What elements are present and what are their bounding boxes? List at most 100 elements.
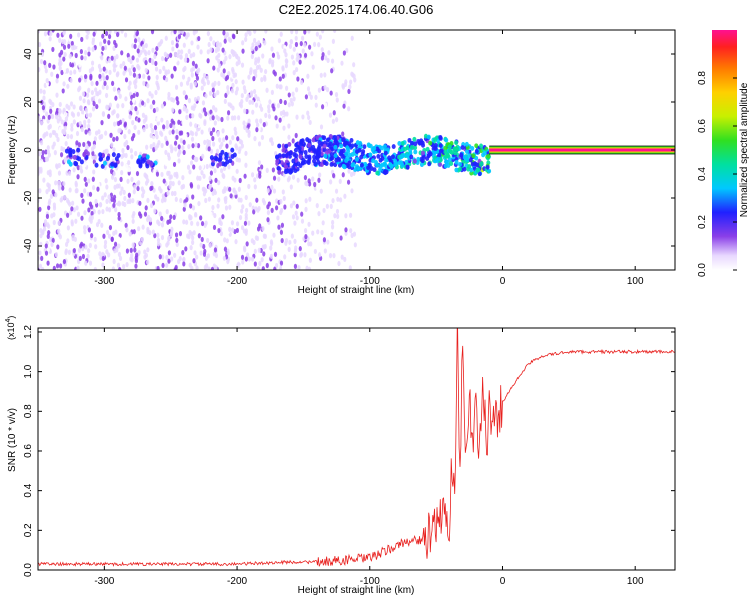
heatmap-cell	[404, 159, 409, 165]
heatmap-cell	[266, 209, 271, 216]
heatmap-cell	[104, 92, 109, 99]
heatmap-cell	[307, 266, 312, 270]
heatmap-cell	[78, 95, 83, 101]
heatmap-cell	[160, 142, 164, 149]
heatmap-cell	[94, 162, 99, 168]
heatmap-cell	[228, 186, 232, 192]
heatmap-cell	[407, 137, 412, 143]
heatmap-cell	[160, 234, 165, 241]
heatmap-cell	[75, 130, 80, 137]
heatmap-cell	[200, 85, 204, 91]
heatmap-cell	[213, 155, 218, 161]
heatmap-cell	[133, 184, 137, 190]
heatmap-cell	[214, 177, 218, 183]
heatmap-cell	[182, 139, 186, 145]
heatmap-cell	[298, 246, 302, 252]
heatmap-cell	[190, 40, 194, 46]
heatmap-cell	[184, 133, 188, 139]
heatmap-cell	[211, 105, 216, 111]
heatmap-cell	[180, 184, 184, 190]
snr-x-tick-label: -100	[360, 576, 380, 587]
heatmap-cell	[196, 95, 200, 102]
heatmap-cell	[101, 84, 105, 90]
heatmap-cell	[160, 222, 165, 228]
heatmap-cell	[69, 77, 73, 83]
heatmap-cell	[330, 68, 334, 74]
heatmap-cell	[284, 153, 289, 158]
heatmap-cell	[70, 126, 74, 132]
heatmap-cell	[352, 62, 356, 68]
heatmap-cell	[175, 241, 179, 247]
heatmap-cell	[237, 148, 241, 155]
heatmap-cell	[142, 118, 146, 124]
heatmap-cell	[108, 102, 112, 108]
heatmap-cell	[46, 149, 50, 155]
heatmap-cell	[141, 193, 145, 199]
heatmap-cell	[311, 64, 315, 70]
heatmap-cell	[241, 204, 245, 210]
heatmap-cell	[255, 235, 260, 242]
heatmap-cell	[224, 151, 229, 157]
heatmap-cell	[278, 84, 282, 90]
heatmap-cell	[307, 91, 312, 97]
heatmap-cell	[342, 50, 346, 56]
heatmap-cell	[69, 101, 74, 107]
heatmap-cell	[209, 211, 213, 217]
heatmap-cell	[222, 255, 226, 261]
heatmap-cell	[107, 233, 112, 239]
heatmap-cell	[38, 115, 41, 121]
heatmap-cell	[162, 124, 166, 130]
heatmap-cell	[262, 121, 266, 128]
heatmap-cell	[51, 189, 55, 195]
heatmap-cell	[198, 175, 202, 181]
heatmap-cell	[116, 71, 120, 77]
heatmap-cell	[109, 218, 114, 224]
heatmap-cell	[138, 161, 143, 167]
heatmap-cell	[178, 231, 183, 237]
heatmap-cell	[226, 115, 230, 121]
heatmap-cell	[113, 248, 117, 254]
heatmap-cell	[344, 227, 348, 233]
heatmap-cell	[80, 126, 84, 133]
heatmap-cell	[168, 174, 172, 180]
heatmap-cell	[348, 84, 352, 90]
heatmap-cell	[64, 121, 68, 127]
heatmap-cell	[205, 75, 209, 81]
heatmap-cell	[77, 81, 82, 87]
heatmap-cell	[171, 46, 175, 52]
heatmap-cell	[38, 58, 41, 64]
heatmap-cell	[171, 107, 175, 113]
heatmap-cell	[247, 122, 251, 128]
heatmap-cell	[420, 158, 425, 164]
heatmap-cell	[77, 87, 81, 93]
heatmap-cell	[319, 124, 324, 130]
heatmap-cell	[62, 194, 67, 201]
heatmap-cell	[312, 154, 317, 160]
heatmap-cell	[149, 104, 153, 110]
heatmap-cell	[198, 112, 202, 118]
heatmap-cell	[340, 60, 344, 66]
heatmap-cell	[175, 134, 179, 140]
heatmap-cell	[263, 40, 267, 46]
heatmap-cell	[255, 118, 259, 124]
heatmap-cell	[323, 84, 327, 91]
heatmap-cell	[105, 75, 109, 81]
heatmap-cell	[335, 97, 339, 103]
heatmap-cell	[267, 108, 271, 114]
heatmap-cell	[61, 88, 65, 94]
heatmap-cell	[317, 42, 321, 48]
heatmap-cell	[154, 145, 158, 151]
heatmap-cell	[306, 73, 310, 79]
spectrogram-y-tick-label: 20	[23, 96, 34, 108]
heatmap-cell	[141, 100, 145, 106]
heatmap-cell	[94, 87, 98, 93]
heatmap-cell	[40, 255, 44, 261]
heatmap-cell	[223, 186, 227, 192]
heatmap-cell	[110, 55, 114, 61]
heatmap-cell	[76, 174, 80, 180]
heatmap-cell	[271, 52, 276, 58]
heatmap-cell	[160, 117, 164, 123]
heatmap-cell	[72, 44, 77, 50]
heatmap-cell	[240, 254, 245, 260]
heatmap-cell	[41, 266, 45, 270]
